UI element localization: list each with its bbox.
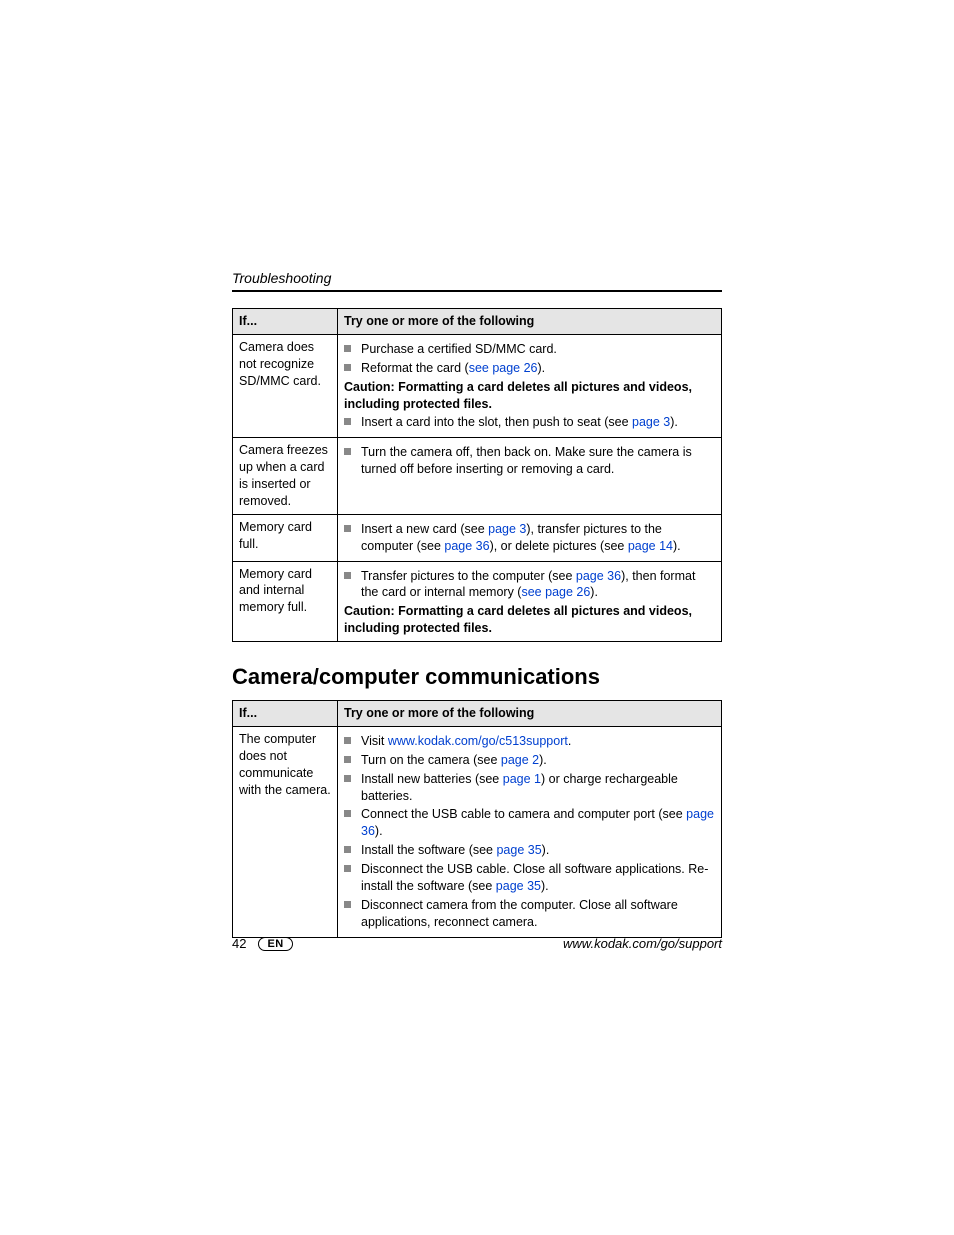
page-link[interactable]: page 36: [444, 539, 489, 553]
table-row: Memory card full. Insert a new card (see …: [233, 514, 722, 561]
bullet-line: Turn on the camera (see page 2).: [344, 752, 715, 769]
col-if-header: If...: [233, 309, 338, 335]
page-link[interactable]: page 2: [501, 753, 539, 767]
bullet-icon: [344, 572, 351, 579]
caution-text: Caution: Formatting a card deletes all p…: [344, 379, 715, 413]
bullet-line: Transfer pictures to the computer (see p…: [344, 568, 715, 602]
try-cell: Purchase a certified SD/MMC card. Reforma…: [338, 334, 722, 437]
if-cell: Camera freezes up when a card is inserte…: [233, 438, 338, 515]
try-cell: Insert a new card (see page 3), transfer…: [338, 514, 722, 561]
table2-body: The computer does not communicate with t…: [233, 726, 722, 937]
subsection-heading: Camera/computer communications: [232, 664, 722, 690]
bullet-text: Transfer pictures to the computer (see p…: [361, 568, 715, 602]
page-footer: 42 EN www.kodak.com/go/support: [232, 936, 722, 951]
table-row: Camera does not recognize SD/MMC card.Pu…: [233, 334, 722, 437]
table-row: The computer does not communicate with t…: [233, 726, 722, 937]
col-try-header: Try one or more of the following: [338, 309, 722, 335]
table-row: Camera freezes up when a card is inserte…: [233, 438, 722, 515]
bullet-line: Visit www.kodak.com/go/c513support.: [344, 733, 715, 750]
bullet-text: Disconnect the USB cable. Close all soft…: [361, 861, 715, 895]
if-cell: Memory card and internal memory full.: [233, 561, 338, 642]
page-content: Troubleshooting If... Try one or more of…: [232, 270, 722, 938]
bullet-icon: [344, 865, 351, 872]
troubleshooting-table-1: If... Try one or more of the following C…: [232, 308, 722, 642]
bullet-text: Connect the USB cable to camera and comp…: [361, 806, 715, 840]
if-cell: Memory card full.: [233, 514, 338, 561]
bullet-text: Purchase a certified SD/MMC card.: [361, 341, 715, 358]
try-cell: Turn the camera off, then back on. Make …: [338, 438, 722, 515]
page-link[interactable]: page 35: [496, 879, 541, 893]
bullet-text: Install the software (see page 35).: [361, 842, 715, 859]
bullet-text: Insert a new card (see page 3), transfer…: [361, 521, 715, 555]
bullet-icon: [344, 737, 351, 744]
bullet-line: Turn the camera off, then back on. Make …: [344, 444, 715, 478]
bullet-icon: [344, 364, 351, 371]
if-cell: Camera does not recognize SD/MMC card.: [233, 334, 338, 437]
page-link[interactable]: page 35: [496, 843, 541, 857]
page-link[interactable]: page 36: [361, 807, 714, 838]
bullet-line: Insert a new card (see page 3), transfer…: [344, 521, 715, 555]
page-link[interactable]: see page 26: [469, 361, 538, 375]
table1-body: Camera does not recognize SD/MMC card.Pu…: [233, 334, 722, 641]
bullet-line: Connect the USB cable to camera and comp…: [344, 806, 715, 840]
bullet-icon: [344, 846, 351, 853]
bullet-text: Install new batteries (see page 1) or ch…: [361, 771, 715, 805]
bullet-icon: [344, 810, 351, 817]
col-if-header: If...: [233, 701, 338, 727]
page-link[interactable]: page 1: [503, 772, 541, 786]
bullet-icon: [344, 448, 351, 455]
bullet-line: Insert a card into the slot, then push t…: [344, 414, 715, 431]
caution-text: Caution: Formatting a card deletes all p…: [344, 603, 715, 637]
if-cell: The computer does not communicate with t…: [233, 726, 338, 937]
bullet-line: Disconnect camera from the computer. Clo…: [344, 897, 715, 931]
page-link[interactable]: page 3: [632, 415, 670, 429]
bullet-text: Insert a card into the slot, then push t…: [361, 414, 715, 431]
footer-left: 42 EN: [232, 936, 293, 951]
page-link[interactable]: www.kodak.com/go/c513support: [388, 734, 568, 748]
bullet-icon: [344, 901, 351, 908]
troubleshooting-table-2: If... Try one or more of the following T…: [232, 700, 722, 938]
table-row: Memory card and internal memory full. Tra…: [233, 561, 722, 642]
try-cell: Visit www.kodak.com/go/c513support. Turn …: [338, 726, 722, 937]
bullet-line: Purchase a certified SD/MMC card.: [344, 341, 715, 358]
bullet-line: Disconnect the USB cable. Close all soft…: [344, 861, 715, 895]
page-link[interactable]: see page 26: [521, 585, 590, 599]
section-header: Troubleshooting: [232, 270, 722, 292]
bullet-line: Reformat the card (see page 26).: [344, 360, 715, 377]
bullet-line: Install the software (see page 35).: [344, 842, 715, 859]
bullet-text: Turn the camera off, then back on. Make …: [361, 444, 715, 478]
footer-url: www.kodak.com/go/support: [563, 936, 722, 951]
page-link[interactable]: page 3: [488, 522, 526, 536]
bullet-icon: [344, 525, 351, 532]
col-try-header: Try one or more of the following: [338, 701, 722, 727]
try-cell: Transfer pictures to the computer (see p…: [338, 561, 722, 642]
page-link[interactable]: page 36: [576, 569, 621, 583]
bullet-icon: [344, 345, 351, 352]
page-link[interactable]: page 14: [628, 539, 673, 553]
page-number: 42: [232, 936, 246, 951]
bullet-icon: [344, 775, 351, 782]
bullet-icon: [344, 418, 351, 425]
bullet-text: Reformat the card (see page 26).: [361, 360, 715, 377]
bullet-text: Turn on the camera (see page 2).: [361, 752, 715, 769]
language-badge: EN: [258, 937, 292, 951]
bullet-icon: [344, 756, 351, 763]
bullet-text: Visit www.kodak.com/go/c513support.: [361, 733, 715, 750]
bullet-text: Disconnect camera from the computer. Clo…: [361, 897, 715, 931]
bullet-line: Install new batteries (see page 1) or ch…: [344, 771, 715, 805]
